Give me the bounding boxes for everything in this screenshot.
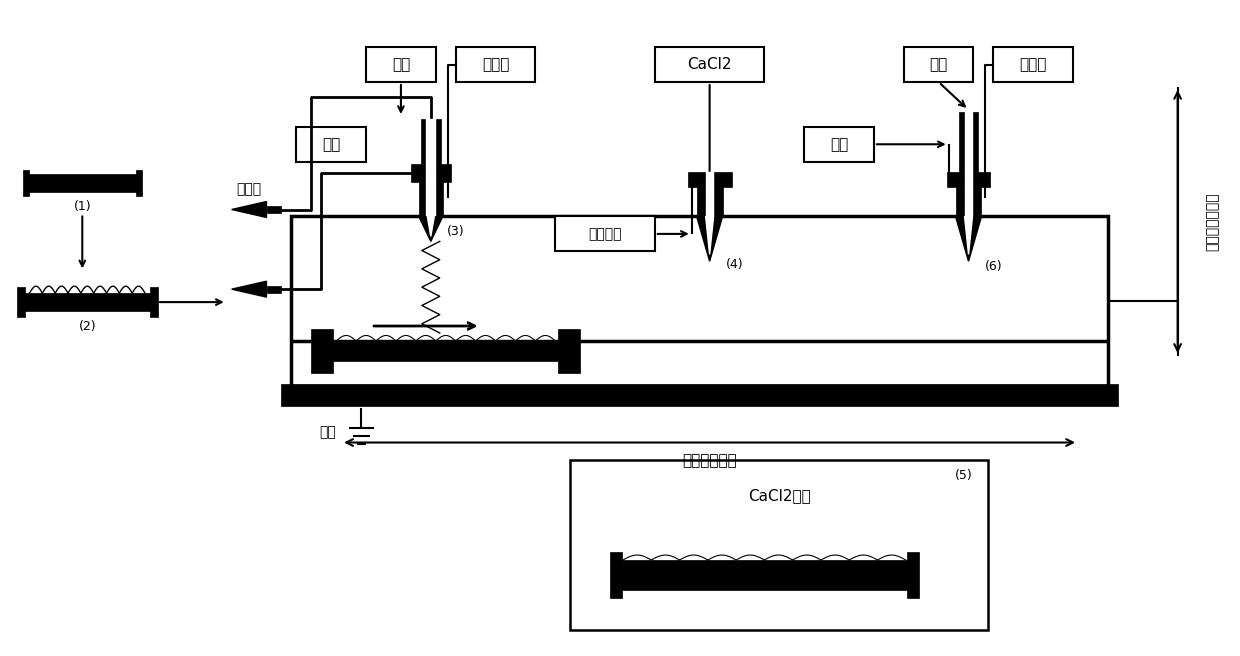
Bar — [281, 384, 1118, 405]
Polygon shape — [419, 216, 443, 241]
Text: 平台水平运动: 平台水平运动 — [682, 453, 737, 468]
Text: CaCl2溶液: CaCl2溶液 — [748, 488, 811, 502]
Polygon shape — [232, 281, 267, 297]
Bar — [688, 172, 732, 186]
Bar — [706, 172, 713, 216]
Bar — [956, 186, 982, 216]
Bar — [366, 47, 435, 82]
Bar — [311, 329, 334, 373]
Bar — [697, 186, 723, 216]
Bar — [291, 216, 1107, 386]
Bar — [419, 182, 443, 216]
Text: 芯层: 芯层 — [392, 57, 410, 72]
Text: (6): (6) — [985, 260, 1002, 273]
Bar — [455, 47, 536, 82]
Bar — [570, 461, 988, 630]
Bar — [993, 47, 1073, 82]
Bar — [556, 216, 655, 251]
Bar — [22, 293, 153, 311]
Bar — [965, 112, 972, 216]
Text: 喷头可上下运动: 喷头可上下运动 — [1205, 192, 1219, 251]
Text: 外层: 外层 — [322, 137, 340, 152]
Text: 芯层: 芯层 — [930, 57, 947, 72]
Polygon shape — [232, 201, 267, 218]
Bar — [16, 287, 25, 317]
Text: 接地: 接地 — [320, 426, 336, 440]
Text: 海藻酸钙: 海藻酸钙 — [588, 227, 621, 241]
Bar — [425, 119, 435, 216]
Bar — [558, 329, 580, 373]
Text: (1): (1) — [73, 200, 91, 213]
Text: 注射泵: 注射泵 — [237, 182, 262, 197]
Bar — [906, 552, 919, 598]
Bar — [150, 287, 157, 317]
Text: (4): (4) — [725, 258, 743, 271]
Bar — [805, 127, 874, 162]
Bar — [946, 172, 991, 186]
Polygon shape — [965, 216, 972, 255]
Bar — [22, 170, 29, 195]
Polygon shape — [956, 216, 982, 261]
Bar — [267, 285, 281, 293]
Bar — [610, 552, 622, 598]
Bar — [655, 47, 764, 82]
Bar — [296, 127, 366, 162]
Text: 外层: 外层 — [830, 137, 848, 152]
Bar — [904, 47, 973, 82]
Bar — [410, 164, 450, 182]
Bar — [136, 170, 143, 195]
Polygon shape — [697, 216, 723, 261]
Text: (5): (5) — [955, 469, 972, 482]
Text: 高压电: 高压电 — [1019, 57, 1047, 72]
Bar — [331, 341, 560, 361]
Bar — [267, 206, 281, 213]
Polygon shape — [428, 216, 434, 236]
Bar — [620, 560, 909, 590]
Text: (2): (2) — [78, 319, 95, 333]
Text: (3): (3) — [446, 225, 465, 238]
Bar — [959, 112, 978, 172]
Bar — [420, 119, 440, 164]
Text: 高压电: 高压电 — [482, 57, 510, 72]
Bar — [27, 174, 138, 192]
Polygon shape — [706, 216, 713, 255]
Text: CaCl2: CaCl2 — [687, 57, 732, 72]
